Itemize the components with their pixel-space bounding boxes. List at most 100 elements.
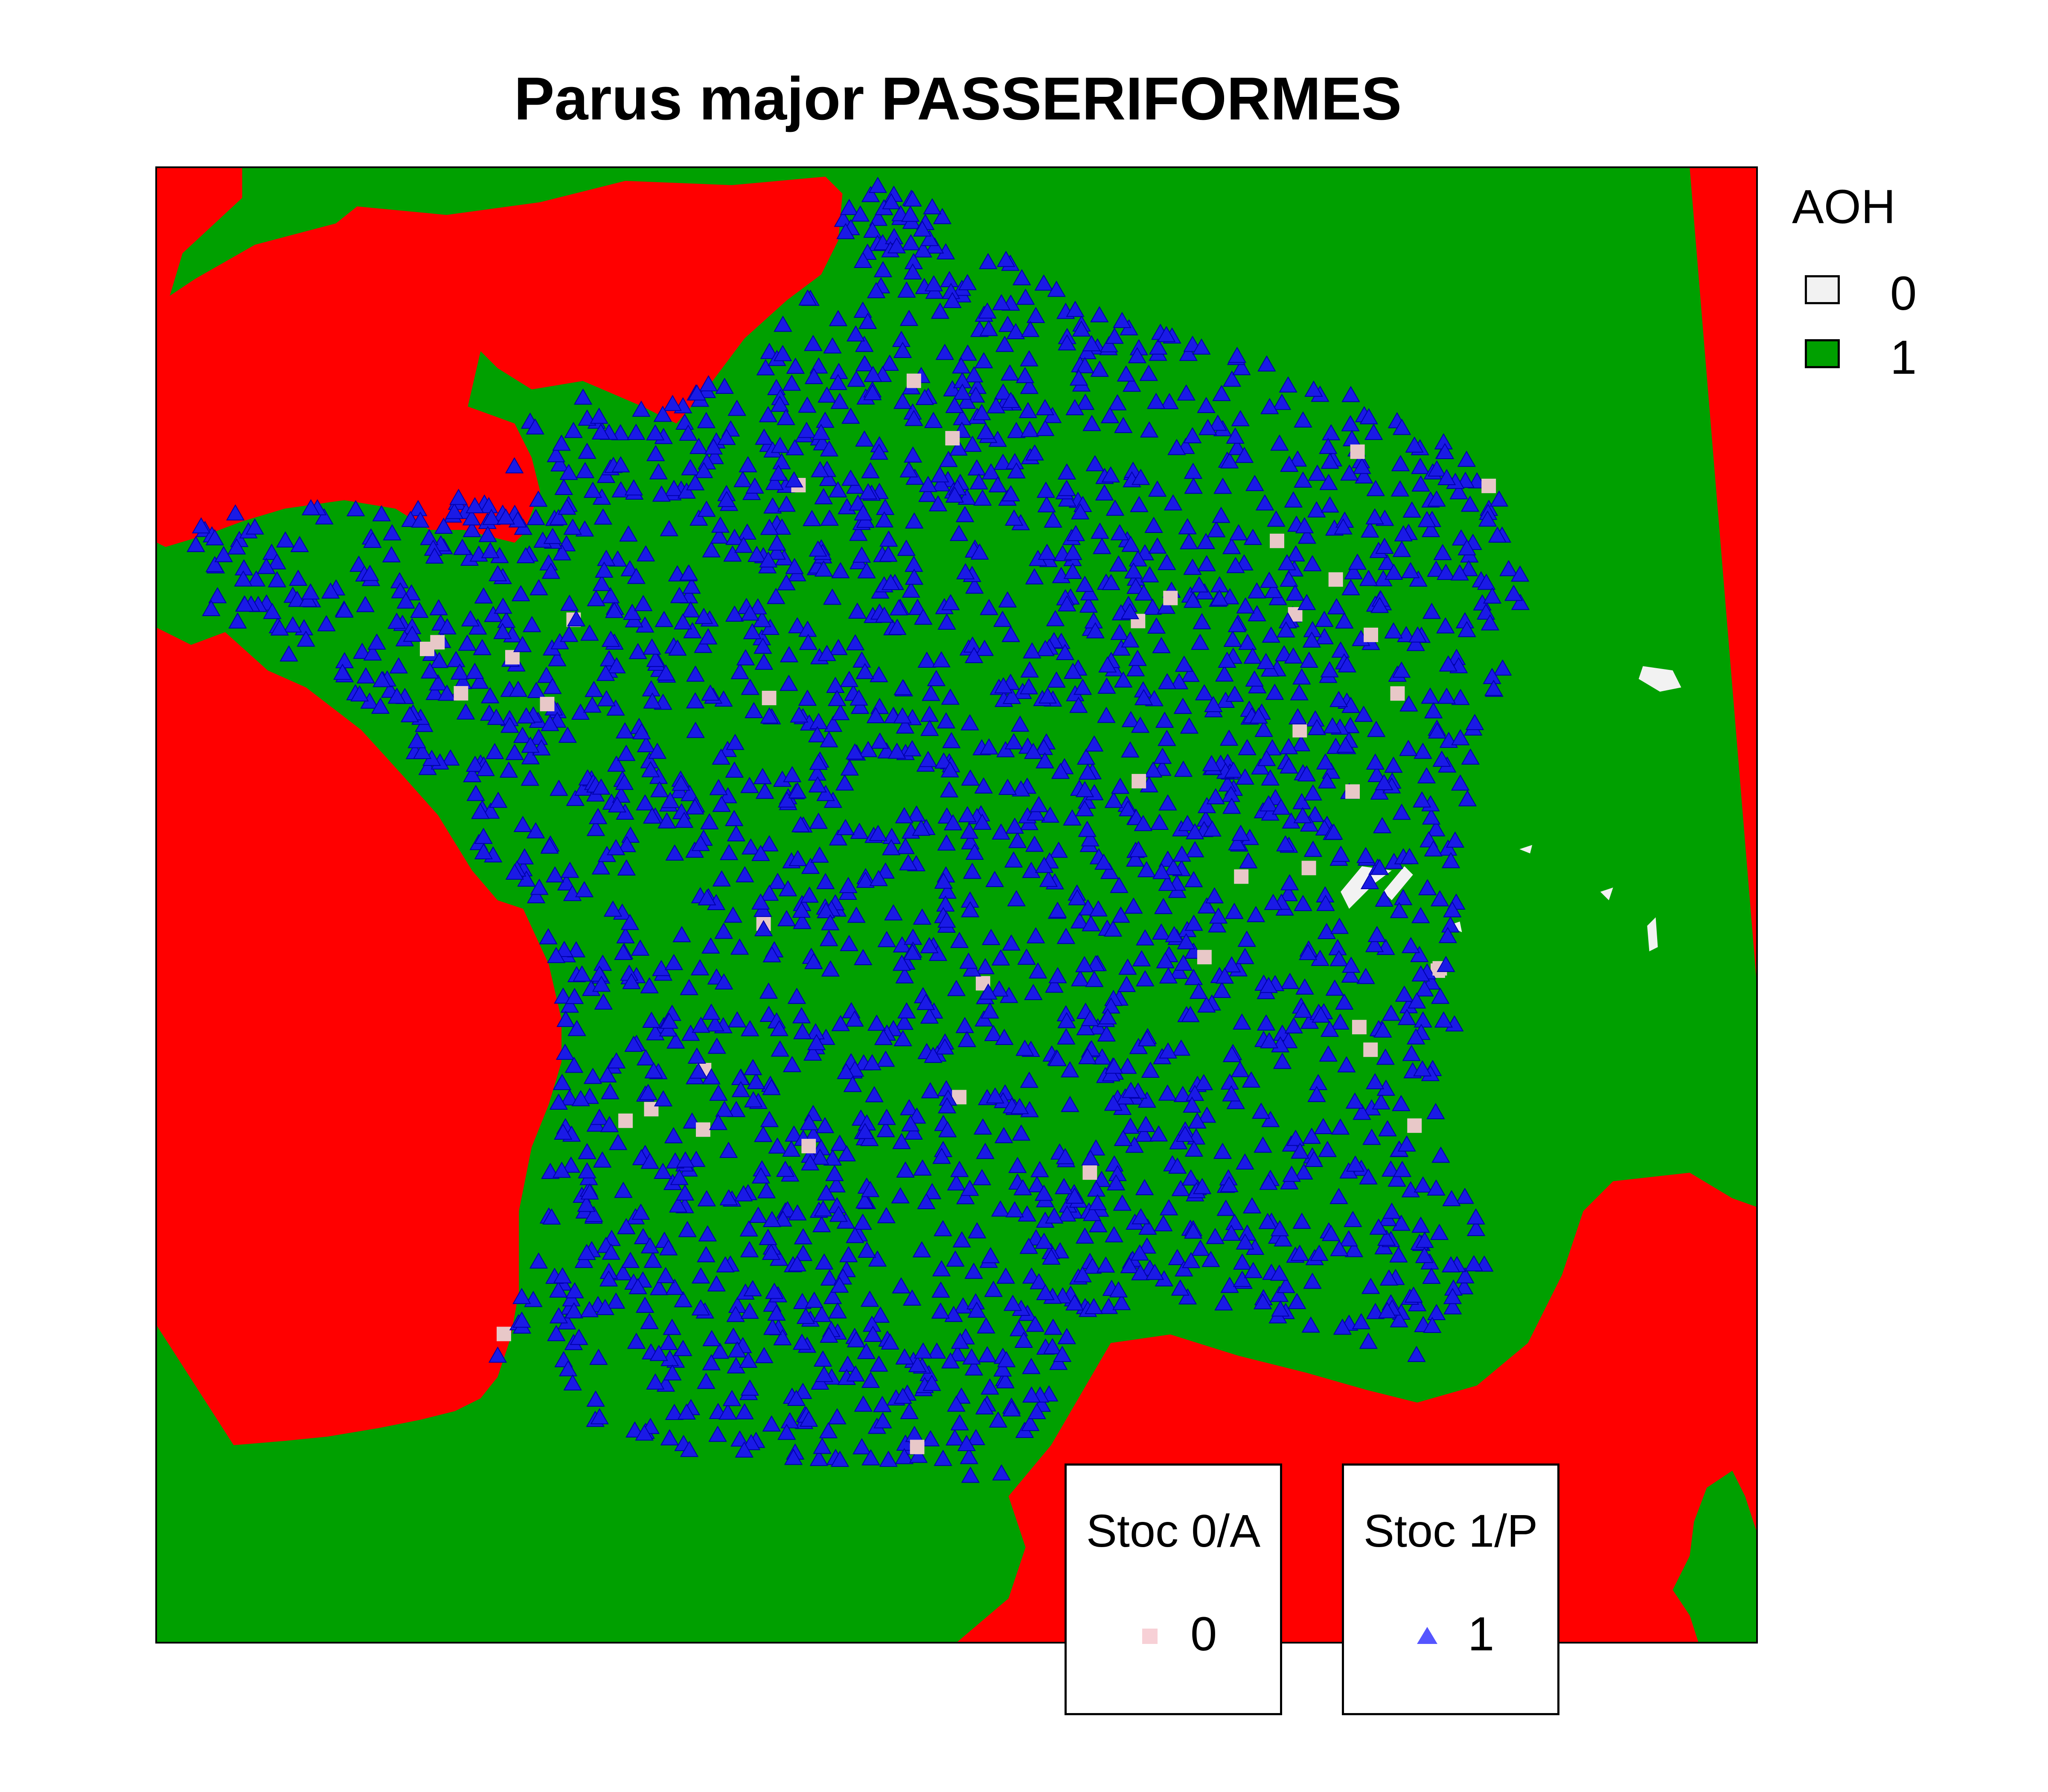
presence-site-marker (1005, 509, 1024, 526)
presence-site-marker (1415, 1247, 1434, 1263)
presence-site-marker (1020, 421, 1039, 437)
presence-site-marker (960, 822, 979, 839)
presence-site-marker (841, 469, 860, 486)
presence-site-marker (527, 682, 546, 698)
presence-site-marker (1110, 876, 1129, 893)
presence-site-marker (1047, 671, 1066, 688)
presence-site-marker (897, 539, 916, 556)
presence-site-marker (879, 545, 898, 562)
presence-site-marker (1335, 993, 1354, 1010)
presence-site-marker (1030, 1273, 1048, 1289)
presence-site-marker (1231, 824, 1250, 841)
presence-site-marker (635, 1424, 654, 1441)
presence-site-marker (1260, 398, 1279, 414)
presence-site-marker (975, 1010, 993, 1027)
presence-site-marker (959, 952, 978, 969)
presence-site-marker (849, 524, 868, 541)
presence-site-marker (759, 551, 778, 568)
presence-site-marker (836, 819, 855, 835)
presence-site-marker (607, 1052, 626, 1069)
presence-site-marker (1063, 562, 1082, 579)
presence-site-marker (905, 512, 924, 529)
presence-site-marker (1184, 1140, 1204, 1157)
presence-site-marker (715, 378, 734, 394)
presence-site-marker (1359, 1168, 1378, 1184)
presence-site-marker (1192, 338, 1211, 355)
presence-site-marker (947, 1395, 966, 1412)
presence-site-marker (759, 1229, 777, 1245)
presence-site-marker (554, 479, 573, 495)
presence-site-marker (952, 1231, 971, 1248)
presence-site-marker (1237, 931, 1256, 947)
presence-site-marker (1131, 716, 1150, 733)
presence-site-marker (496, 508, 515, 525)
presence-site-marker (1436, 617, 1455, 634)
presence-site-marker (860, 1290, 879, 1307)
presence-site-marker (1086, 1139, 1105, 1156)
presence-site-marker (1353, 1103, 1371, 1120)
presence-site-marker (951, 1332, 970, 1349)
presence-site-marker (847, 325, 865, 342)
presence-site-marker (556, 1043, 575, 1060)
map-panel[interactable] (155, 166, 1758, 1644)
presence-site-marker (950, 1414, 969, 1431)
presence-site-marker (1134, 815, 1152, 831)
presence-site-marker (992, 1464, 1011, 1481)
presence-site-marker (939, 451, 958, 467)
presence-site-marker (1212, 506, 1231, 523)
presence-site-marker (852, 651, 871, 668)
presence-site-marker (515, 848, 534, 864)
presence-site-marker (1136, 1116, 1155, 1132)
presence-site-marker (760, 884, 779, 901)
presence-site-marker (682, 577, 701, 594)
presence-site-marker (632, 723, 651, 739)
presence-site-marker (754, 653, 774, 670)
presence-site-marker (697, 1246, 716, 1263)
presence-site-marker (1366, 753, 1385, 770)
presence-site-marker (1405, 436, 1424, 453)
presence-site-marker (993, 1360, 1012, 1377)
presence-site-marker (1197, 397, 1216, 413)
presence-site-marker (1053, 1346, 1072, 1362)
presence-site-marker (716, 1256, 735, 1273)
presence-site-marker (466, 785, 485, 801)
presence-site-marker (1341, 415, 1360, 431)
presence-site-marker (611, 481, 630, 497)
presence-site-marker (565, 988, 584, 1004)
presence-site-marker (1459, 560, 1478, 576)
presence-site-marker (537, 666, 556, 683)
presence-site-marker (575, 881, 594, 897)
presence-site-marker (546, 866, 564, 883)
presence-site-marker (603, 900, 623, 917)
presence-site-marker (673, 613, 692, 630)
presence-site-marker (788, 782, 807, 799)
presence-site-marker (1437, 956, 1455, 972)
presence-site-marker (955, 1017, 974, 1033)
presence-site-marker (1144, 517, 1163, 533)
presence-site-marker (1011, 715, 1030, 732)
absence-site-marker (1132, 774, 1146, 788)
presence-site-marker (899, 461, 918, 477)
presence-site-marker (923, 198, 942, 215)
presence-site-marker (1057, 463, 1076, 480)
presence-site-marker (785, 439, 804, 456)
presence-site-marker (567, 610, 586, 627)
presence-site-marker (1307, 1085, 1326, 1102)
presence-site-marker (801, 1154, 820, 1171)
presence-site-marker (944, 1306, 963, 1322)
presence-site-marker (1323, 717, 1342, 733)
presence-site-marker (513, 727, 532, 743)
presence-site-marker (208, 587, 227, 603)
presence-site-marker (1195, 684, 1214, 701)
presence-site-marker (808, 726, 827, 742)
presence-site-marker (1013, 1179, 1032, 1196)
presence-site-marker (476, 760, 495, 776)
presence-site-marker (263, 602, 282, 619)
presence-site-marker (741, 604, 759, 621)
absence-site-marker (1364, 628, 1379, 642)
presence-site-marker (782, 374, 801, 391)
presence-site-marker (1226, 557, 1245, 573)
presence-site-marker (839, 1246, 858, 1263)
presence-site-marker (812, 423, 831, 440)
presence-site-marker (825, 1165, 844, 1181)
